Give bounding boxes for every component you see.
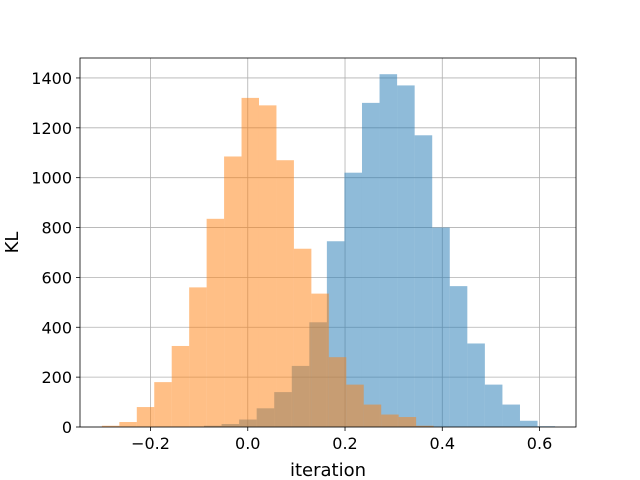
series-2-bar-9 — [258, 105, 277, 428]
y-tick-label-4: 800 — [41, 219, 72, 238]
series-1-bar-10 — [379, 74, 398, 427]
series-1-bar-12 — [414, 135, 433, 428]
y-axis-label: KL — [2, 232, 23, 254]
x-axis-ticks: −0.2 0.0 0.2 0.4 0.6 — [131, 427, 552, 453]
series-2-bar-0 — [101, 425, 120, 427]
series-1-bar-8 — [344, 172, 362, 427]
series-2-bar-2 — [136, 407, 155, 427]
series-2-bar-6 — [206, 218, 225, 427]
x-tick-label-2: 0.2 — [332, 434, 357, 453]
series-2-bar-4 — [171, 345, 190, 427]
series-2-bar-18 — [416, 425, 434, 427]
series-1-bar-13 — [432, 227, 450, 427]
x-tick-label-0: −0.2 — [131, 434, 170, 453]
series-1-bar-9 — [361, 102, 380, 427]
y-tick-label-0: 0 — [62, 418, 72, 437]
series-1-bar-16 — [484, 384, 503, 427]
series-2-bar-17 — [398, 417, 417, 427]
series-2-bar-15 — [363, 404, 382, 427]
y-tick-label-3: 600 — [41, 268, 72, 287]
series-1-bar-11 — [397, 85, 415, 428]
x-tick-label-4: 0.6 — [527, 434, 552, 453]
series-2-bar-5 — [189, 287, 207, 427]
x-tick-label-1: 0.0 — [235, 434, 260, 453]
y-tick-label-1: 200 — [41, 368, 72, 387]
series-2-bar-8 — [241, 97, 259, 427]
y-tick-label-5: 1000 — [31, 169, 72, 188]
histogram-bars — [101, 74, 556, 428]
y-tick-label-6: 1200 — [31, 119, 72, 138]
series-2-bar-13 — [328, 357, 347, 427]
series-2-bar-11 — [293, 248, 312, 427]
series-2-bar-10 — [276, 160, 294, 428]
series-2-bar-1 — [119, 422, 137, 427]
series-1-bar-15 — [467, 343, 485, 427]
series-2-bar-3 — [154, 382, 172, 427]
series-1-bar-14 — [449, 286, 468, 427]
x-axis-label: iteration — [290, 460, 366, 480]
plot-frame — [79, 57, 577, 428]
series-2-bar-12 — [311, 293, 329, 427]
y-axis-ticks: 0 200 400 600 800 1000 1200 1400 — [31, 69, 80, 437]
y-tick-label-7: 1400 — [31, 69, 72, 88]
series-1-bar-18 — [519, 420, 538, 427]
series-2-bar-16 — [381, 414, 399, 427]
series-2-bar-7 — [224, 156, 242, 428]
y-tick-label-2: 400 — [41, 318, 72, 337]
series-1-bar-17 — [502, 404, 520, 427]
x-tick-label-3: 0.4 — [430, 434, 455, 453]
series-2-bar-14 — [346, 384, 364, 427]
